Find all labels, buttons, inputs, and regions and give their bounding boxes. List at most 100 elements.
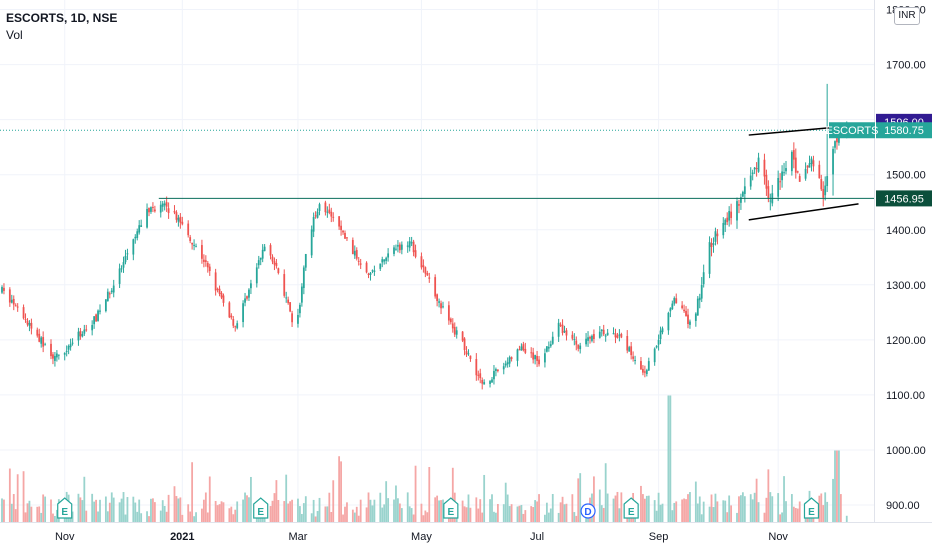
candle-body — [424, 267, 427, 274]
volume-bar — [557, 512, 560, 522]
candle-body — [146, 208, 148, 228]
candle-body — [65, 350, 68, 352]
volume-bar — [839, 494, 842, 522]
volume-bar — [397, 498, 399, 522]
volume-bar — [122, 492, 125, 522]
y-tick-label: 1700.00 — [886, 60, 926, 72]
candle-body — [367, 273, 370, 275]
volume-bar — [606, 493, 609, 522]
volume-bar — [522, 513, 525, 522]
candle-body — [204, 260, 207, 263]
volume-bar — [702, 501, 705, 522]
candle-body — [152, 206, 154, 208]
candle-body — [40, 337, 43, 344]
volume-bar — [132, 496, 135, 522]
volume-bar — [545, 502, 548, 522]
candle-body — [724, 219, 727, 225]
earnings-marker[interactable]: E — [623, 497, 639, 519]
volume-bar — [357, 515, 360, 522]
volume-bar — [657, 492, 660, 522]
candle-body — [12, 298, 15, 305]
last-price-tag-bg — [876, 122, 932, 139]
volume-bar — [54, 515, 56, 522]
earnings-marker[interactable]: E — [57, 497, 73, 519]
volume-bar — [191, 462, 194, 522]
candle-body — [330, 211, 333, 217]
volume-bar — [781, 512, 783, 522]
volume-bar — [344, 506, 346, 522]
candle-body — [834, 141, 836, 148]
price-axis[interactable]: 1800.001700.001600.001500.001400.001300.… — [886, 5, 926, 512]
y-tick-label: 1500.00 — [886, 170, 926, 182]
volume-bar — [134, 502, 137, 522]
volume-bar — [316, 511, 319, 522]
candle-body — [291, 313, 293, 323]
time-axis[interactable]: Nov 2021 Mar May Jul Sep Nov — [55, 531, 789, 543]
candle-body — [634, 359, 636, 361]
candle-body — [661, 328, 664, 333]
x-tick-label: 2021 — [170, 531, 194, 543]
volume-bar — [234, 509, 237, 522]
candle-body — [612, 333, 615, 335]
volume-bar — [544, 514, 546, 522]
candle-body — [700, 285, 703, 299]
x-tick-label: Nov — [768, 531, 788, 543]
candle-body — [741, 191, 744, 197]
volume-bar — [312, 499, 315, 522]
volume-bar — [148, 516, 150, 522]
candle-body — [420, 256, 423, 268]
candle-body — [381, 259, 384, 263]
candle-body — [14, 305, 17, 307]
candle-body — [461, 331, 464, 341]
volume-bar — [297, 498, 299, 522]
volume-bar — [469, 507, 472, 522]
volume-bar — [495, 512, 497, 522]
candle-body — [351, 239, 354, 255]
candle-body — [26, 320, 29, 325]
volume-bar — [204, 492, 207, 522]
volume-indicator-label[interactable]: Vol — [6, 28, 23, 42]
candle-body — [616, 335, 619, 338]
volume-bar — [538, 494, 540, 522]
candle-body — [794, 157, 797, 173]
earnings-marker[interactable]: E — [803, 497, 820, 519]
candle-body — [502, 366, 505, 370]
volume-bar — [820, 493, 823, 522]
volume-bar — [420, 503, 423, 522]
candle-body — [122, 262, 125, 268]
candle-body — [52, 354, 54, 359]
volume-bar — [387, 498, 390, 522]
volume-bar — [520, 504, 523, 522]
candle-body — [614, 333, 617, 338]
candle-body — [297, 314, 299, 324]
volume-bar — [694, 481, 697, 522]
volume-bar — [338, 456, 341, 522]
candle-body — [708, 242, 711, 274]
volume-bar — [785, 501, 787, 522]
earnings-marker[interactable]: E — [253, 497, 269, 519]
x-tick-label: May — [411, 531, 432, 543]
volume-bar — [600, 505, 603, 522]
candle-body — [495, 369, 497, 371]
volume-bar — [42, 494, 45, 522]
candle-body — [277, 268, 280, 273]
candle-body — [626, 336, 629, 351]
earnings-marker[interactable]: E — [443, 497, 459, 519]
volume-bar — [38, 506, 41, 522]
currency-button[interactable]: INR — [894, 7, 920, 25]
candle-body — [481, 380, 484, 384]
candle-body — [740, 197, 742, 203]
volume-bar — [640, 485, 642, 522]
dividend-marker[interactable]: D — [580, 503, 596, 519]
volume-bar — [55, 509, 58, 522]
volume-bar — [755, 478, 758, 522]
earnings-marker-shape — [443, 497, 459, 519]
candle-body — [165, 202, 168, 207]
volume-bar — [369, 499, 372, 522]
event-marker-label: E — [61, 507, 68, 518]
volume-bar — [504, 482, 507, 522]
candle-body — [520, 346, 523, 351]
chart-drawings[interactable] — [0, 124, 875, 221]
